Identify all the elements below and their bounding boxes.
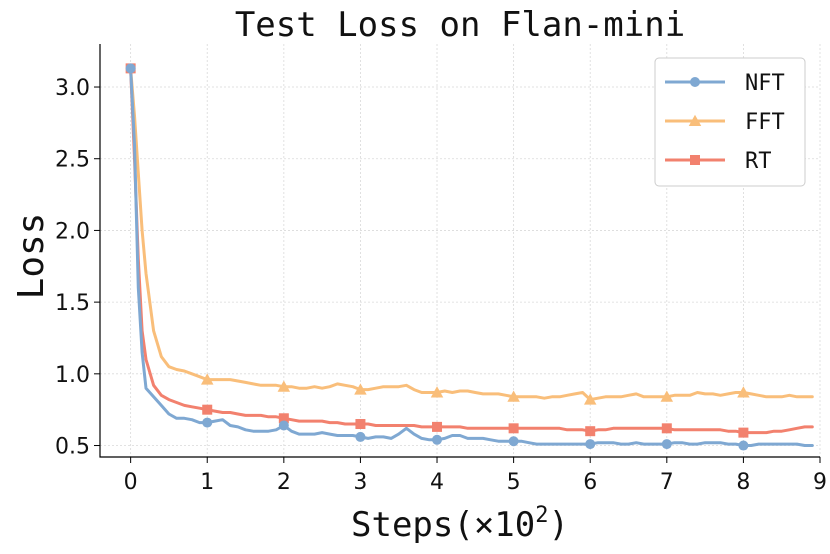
x-tick-label: 5 — [507, 470, 521, 495]
series-layer — [129, 66, 814, 447]
x-tick-label: 2 — [277, 470, 291, 495]
x-tick-label: 8 — [736, 470, 750, 495]
chart-title: Test Loss on Flan-mini — [235, 5, 685, 45]
data-point-rt — [661, 423, 672, 434]
axis-spines — [99, 44, 820, 458]
data-point-fft — [583, 393, 597, 405]
data-point-rt — [278, 413, 289, 424]
data-point-rt — [432, 421, 443, 432]
data-point-fft — [354, 383, 367, 395]
data-point-fft — [737, 386, 750, 398]
x-axis-label-exponent: 2 — [535, 503, 548, 528]
legend: NFT FFT RT — [654, 57, 806, 187]
x-tick-labels: 0 1 2 3 4 5 6 7 8 9 — [124, 470, 827, 495]
legend-box — [654, 57, 806, 187]
data-point-fft — [430, 386, 444, 398]
markers-layer — [125, 63, 750, 451]
series-line-nft — [129, 66, 814, 447]
y-axis-label: Loss — [11, 213, 52, 300]
y-tick-labels: 0.5 1.0 1.5 2.0 2.5 3.0 — [55, 76, 90, 460]
data-point-fft — [507, 390, 520, 402]
x-axis-label: Steps(×102) — [351, 503, 569, 545]
data-point-nft — [585, 439, 596, 450]
data-point-nft — [661, 439, 672, 450]
x-tick-label: 3 — [353, 470, 367, 495]
legend-marker-fft — [688, 114, 702, 126]
x-axis-label-close: ) — [549, 505, 569, 545]
legend-marker-nft — [690, 77, 700, 87]
data-point-nft — [738, 440, 749, 451]
data-point-nft — [355, 431, 366, 442]
x-tick-label: 9 — [813, 470, 827, 495]
data-point-rt — [738, 427, 749, 438]
x-tick-label: 7 — [660, 470, 674, 495]
data-point-nft — [432, 434, 443, 445]
y-tick-label: 0.5 — [55, 435, 90, 460]
x-axis-label-main: Steps(×10 — [351, 505, 535, 545]
data-point-fft — [277, 380, 291, 392]
data-point-rt — [355, 419, 366, 430]
legend-marker-rt — [690, 155, 700, 165]
data-point-fft — [200, 373, 214, 385]
series-line-rt — [129, 66, 814, 435]
y-tick-label: 1.5 — [55, 291, 90, 316]
x-tick-label: 1 — [200, 470, 214, 495]
data-point-rt — [585, 426, 596, 437]
y-tick-label: 1.0 — [55, 363, 90, 388]
data-point-rt — [508, 423, 519, 434]
y-tick-label: 2.5 — [55, 148, 90, 173]
data-point-nft — [125, 63, 136, 74]
x-tick-label: 4 — [430, 470, 444, 495]
series-line-fft — [129, 66, 814, 402]
x-tick-label: 6 — [583, 470, 597, 495]
data-point-nft — [202, 417, 213, 428]
y-tick-label: 2.0 — [55, 219, 90, 244]
data-point-nft — [508, 436, 519, 447]
y-tick-label: 3.0 — [55, 76, 90, 101]
x-tick-label: 0 — [124, 470, 138, 495]
legend-label-nft: NFT — [745, 71, 785, 96]
legend-label-fft: FFT — [745, 110, 785, 135]
legend-label-rt: RT — [745, 149, 772, 174]
data-point-rt — [202, 404, 213, 415]
data-point-fft — [660, 390, 674, 402]
data-point-nft — [278, 420, 289, 431]
